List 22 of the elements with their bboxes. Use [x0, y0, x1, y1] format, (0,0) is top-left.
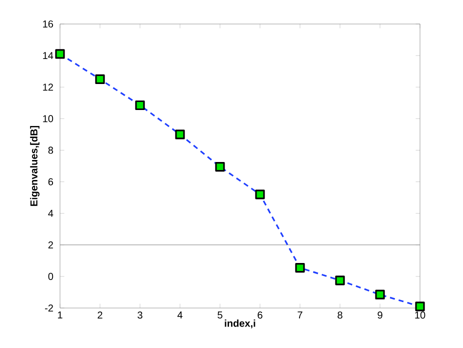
x-tick-label: 10 [415, 312, 426, 319]
y-tick-label: 6 [48, 178, 54, 186]
x-tick-label: 3 [138, 312, 142, 319]
x-tick-label: 8 [338, 312, 342, 319]
y-tick-label: 2 [48, 241, 53, 248]
y-tick-label: -2 [45, 304, 53, 312]
y-tick-label: 10 [43, 115, 54, 122]
y-tick-label: 16 [43, 20, 54, 28]
x-tick-label: 1 [58, 312, 62, 318]
y-tick-label: 0 [48, 272, 54, 280]
x-tick-label: 9 [378, 312, 382, 319]
x-axis-title: index,i [224, 319, 256, 328]
y-axis-title: Eigenvalues,[dB] [30, 126, 40, 206]
x-tick-label: 4 [177, 312, 182, 318]
x-tick-label: 7 [298, 312, 302, 318]
y-tick-label: 14 [43, 52, 54, 59]
y-tick-label: 12 [43, 84, 53, 91]
x-tick-label: 6 [258, 312, 262, 319]
x-tick-label: 5 [218, 312, 222, 319]
y-tick-label: 8 [48, 146, 54, 154]
x-tick-label: 2 [98, 312, 102, 319]
y-tick-label: 4 [48, 210, 54, 217]
